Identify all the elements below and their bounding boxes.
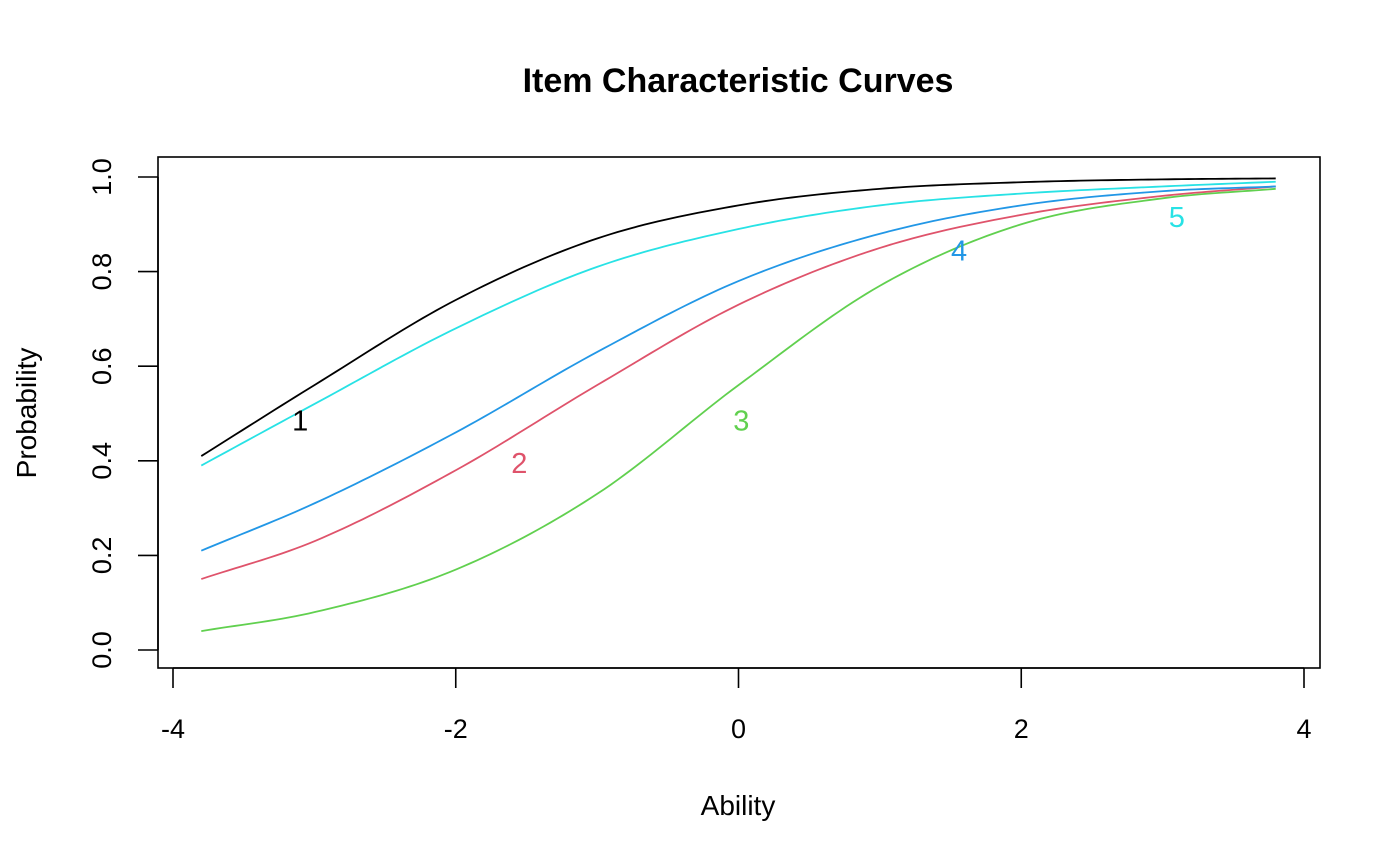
- x-tick-label: -4: [161, 714, 185, 744]
- curve-item-5: [200, 180, 1276, 467]
- y-axis-label: Probability: [11, 348, 42, 479]
- curve-label-item-1: 1: [292, 406, 308, 438]
- y-tick-label: 0.8: [87, 253, 117, 291]
- curve-item-3: [201, 187, 1276, 632]
- chart-title: Item Characteristic Curves: [523, 62, 954, 100]
- y-tick-label: 0.6: [87, 347, 117, 385]
- curve-label-item-2: 2: [511, 448, 527, 480]
- curves-group: [200, 177, 1276, 632]
- x-tick-label: 0: [731, 714, 746, 744]
- y-tick-label: 1.0: [87, 158, 117, 196]
- curve-labels-group: 1 2 3 4 5: [292, 202, 1185, 480]
- x-tick-label: 2: [1014, 714, 1029, 744]
- curve-label-item-4: 4: [951, 235, 967, 267]
- y-tick-label: 0.0: [87, 631, 117, 669]
- curve-label-item-3: 3: [733, 406, 749, 438]
- curve-item-4: [200, 185, 1276, 552]
- x-axis: -4 -2 0 2 4: [161, 667, 1312, 744]
- curve-label-item-5: 5: [1169, 202, 1185, 234]
- curve-item-1: [200, 177, 1276, 457]
- x-tick-label: -2: [444, 714, 468, 744]
- x-tick-label: 4: [1296, 714, 1311, 744]
- y-axis: 0.0 0.2 0.4 0.6 0.8 1.0: [87, 158, 159, 669]
- x-axis-label: Ability: [701, 790, 776, 821]
- y-tick-label: 0.4: [87, 442, 117, 480]
- y-tick-label: 0.2: [87, 537, 117, 575]
- curve-item-2: [200, 185, 1276, 580]
